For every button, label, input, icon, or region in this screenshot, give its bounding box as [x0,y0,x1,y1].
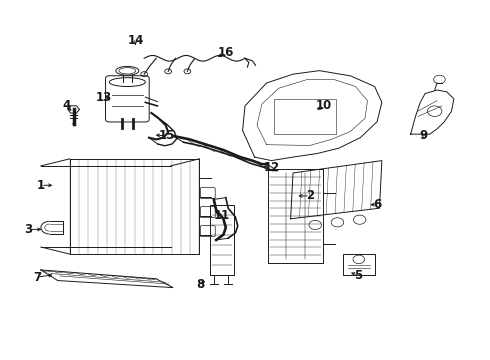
Text: 12: 12 [263,161,279,174]
Polygon shape [291,161,382,219]
Text: 1: 1 [37,179,45,192]
Text: 13: 13 [95,91,111,104]
Text: 14: 14 [127,34,144,47]
Text: 16: 16 [218,46,234,59]
Text: 11: 11 [214,209,230,222]
Bar [274,99,336,134]
Text: 8: 8 [196,278,205,291]
Text: 10: 10 [316,99,332,112]
Bar [343,254,375,275]
Text: 9: 9 [419,129,428,143]
Text: 7: 7 [33,270,42,284]
Text: 5: 5 [354,269,362,282]
Polygon shape [41,270,173,288]
Text: 15: 15 [159,129,175,143]
Text: 3: 3 [24,223,32,236]
Text: 4: 4 [62,99,71,112]
Text: 6: 6 [373,198,381,211]
Text: 2: 2 [306,189,314,202]
